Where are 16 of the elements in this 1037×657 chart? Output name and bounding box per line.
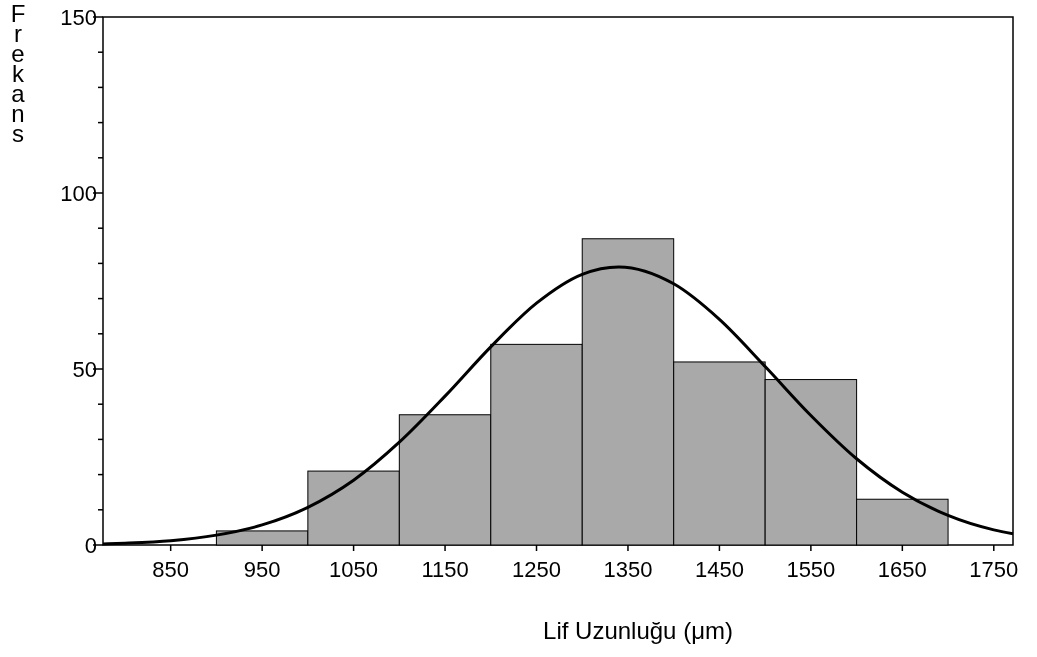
x-tick-label: 1350 [603, 557, 653, 582]
x-tick-label: 950 [243, 557, 281, 582]
x-axis-title: Lif Uzunluğu (μm) [543, 617, 733, 644]
y-tick-label: 150 [60, 4, 97, 30]
x-tick-label: 1550 [786, 557, 836, 582]
y-tick-label: 100 [60, 180, 97, 206]
y-tick-label: 0 [84, 532, 97, 558]
x-tick-label: 1450 [694, 557, 744, 582]
x-tick-label: 1650 [877, 557, 927, 582]
y-axis-title: Frekans [10, 0, 26, 147]
x-tick-label: 1150 [421, 557, 469, 582]
x-tick-label: 850 [152, 557, 190, 582]
x-tick-label: 1050 [329, 557, 379, 582]
x-tick-label: 1250 [512, 557, 561, 582]
y-tick-label: 50 [72, 356, 97, 382]
x-tick-label: 1750 [969, 557, 1019, 582]
